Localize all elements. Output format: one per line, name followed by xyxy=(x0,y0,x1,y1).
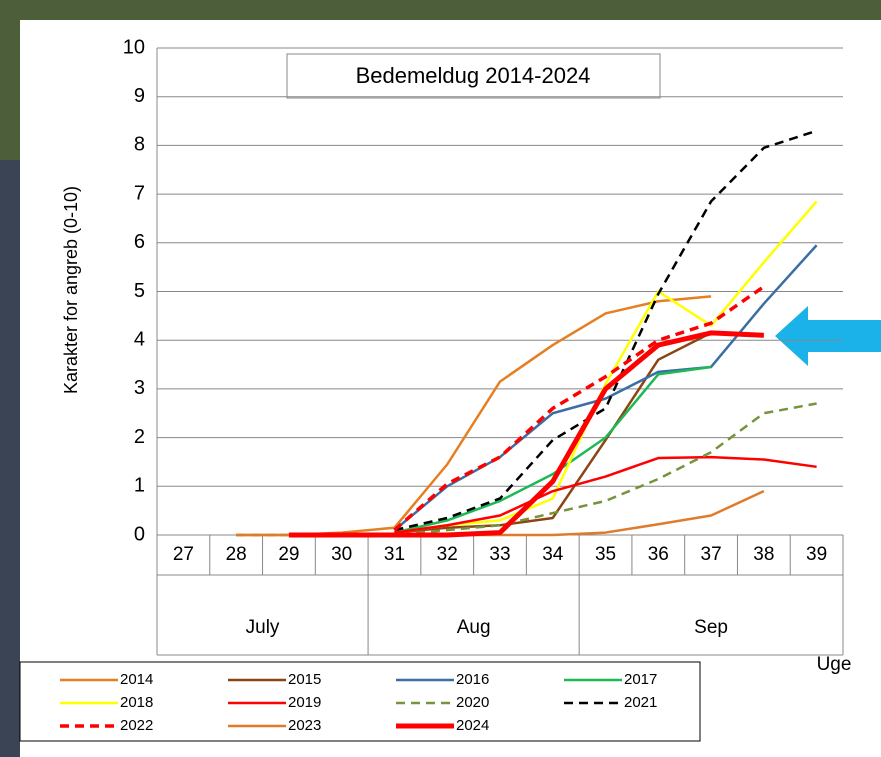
y-tick-label: 0 xyxy=(134,523,145,545)
y-tick-label: 4 xyxy=(134,328,145,350)
y-tick-label: 9 xyxy=(134,85,145,107)
x-tick-label: 31 xyxy=(384,544,405,565)
x-tick-label: 35 xyxy=(595,544,616,565)
y-tick-label: 10 xyxy=(123,36,145,58)
series-line xyxy=(394,331,712,534)
y-axis-label: Karakter for angreb (0-10) xyxy=(61,186,81,394)
legend-label: 2019 xyxy=(288,694,321,711)
x-tick-label: 39 xyxy=(806,544,827,565)
y-tick-label: 6 xyxy=(134,231,145,253)
x-tick-label: 27 xyxy=(173,544,194,565)
group-label: Sep xyxy=(694,617,728,638)
y-tick-label: 1 xyxy=(134,475,145,497)
group-label: July xyxy=(246,617,280,638)
x-tick-label: 29 xyxy=(278,544,299,565)
x-axis-label: Uge xyxy=(817,654,852,675)
legend-label: 2015 xyxy=(288,671,321,688)
group-label: Aug xyxy=(457,617,491,638)
x-tick-label: 36 xyxy=(648,544,669,565)
x-tick-label: 38 xyxy=(753,544,774,565)
series-line xyxy=(393,244,818,532)
legend-box xyxy=(19,661,701,742)
series-line xyxy=(394,129,817,532)
pointer-arrow xyxy=(775,306,881,366)
title-box xyxy=(286,53,661,99)
x-tick-label: 34 xyxy=(542,544,564,565)
series-line xyxy=(394,200,818,534)
legend-label: 2014 xyxy=(120,671,153,688)
series-line xyxy=(394,455,817,534)
legend-label: 2017 xyxy=(624,671,657,688)
chart-title: Bedemeldug 2014-2024 xyxy=(356,63,591,88)
y-tick-label: 7 xyxy=(134,182,145,204)
y-tick-label: 5 xyxy=(134,280,145,302)
legend-label: 2023 xyxy=(288,717,321,734)
legend-label: 2020 xyxy=(456,694,489,711)
y-tick-label: 3 xyxy=(134,377,145,399)
series-line xyxy=(393,285,765,532)
legend-label: 2021 xyxy=(624,694,657,711)
legend-label: 2018 xyxy=(120,694,153,711)
legend-label: 2016 xyxy=(456,671,489,688)
series-line xyxy=(394,365,712,534)
y-tick-label: 8 xyxy=(134,134,145,156)
legend-label: 2024 xyxy=(456,717,489,734)
x-tick-label: 30 xyxy=(331,544,352,565)
legend-label: 2022 xyxy=(120,717,153,734)
series-line xyxy=(288,330,764,538)
x-tick-label: 37 xyxy=(701,544,722,565)
y-tick-label: 2 xyxy=(134,426,145,448)
x-tick-label: 32 xyxy=(437,544,458,565)
x-tick-label: 28 xyxy=(226,544,247,565)
x-tick-label: 33 xyxy=(489,544,510,565)
